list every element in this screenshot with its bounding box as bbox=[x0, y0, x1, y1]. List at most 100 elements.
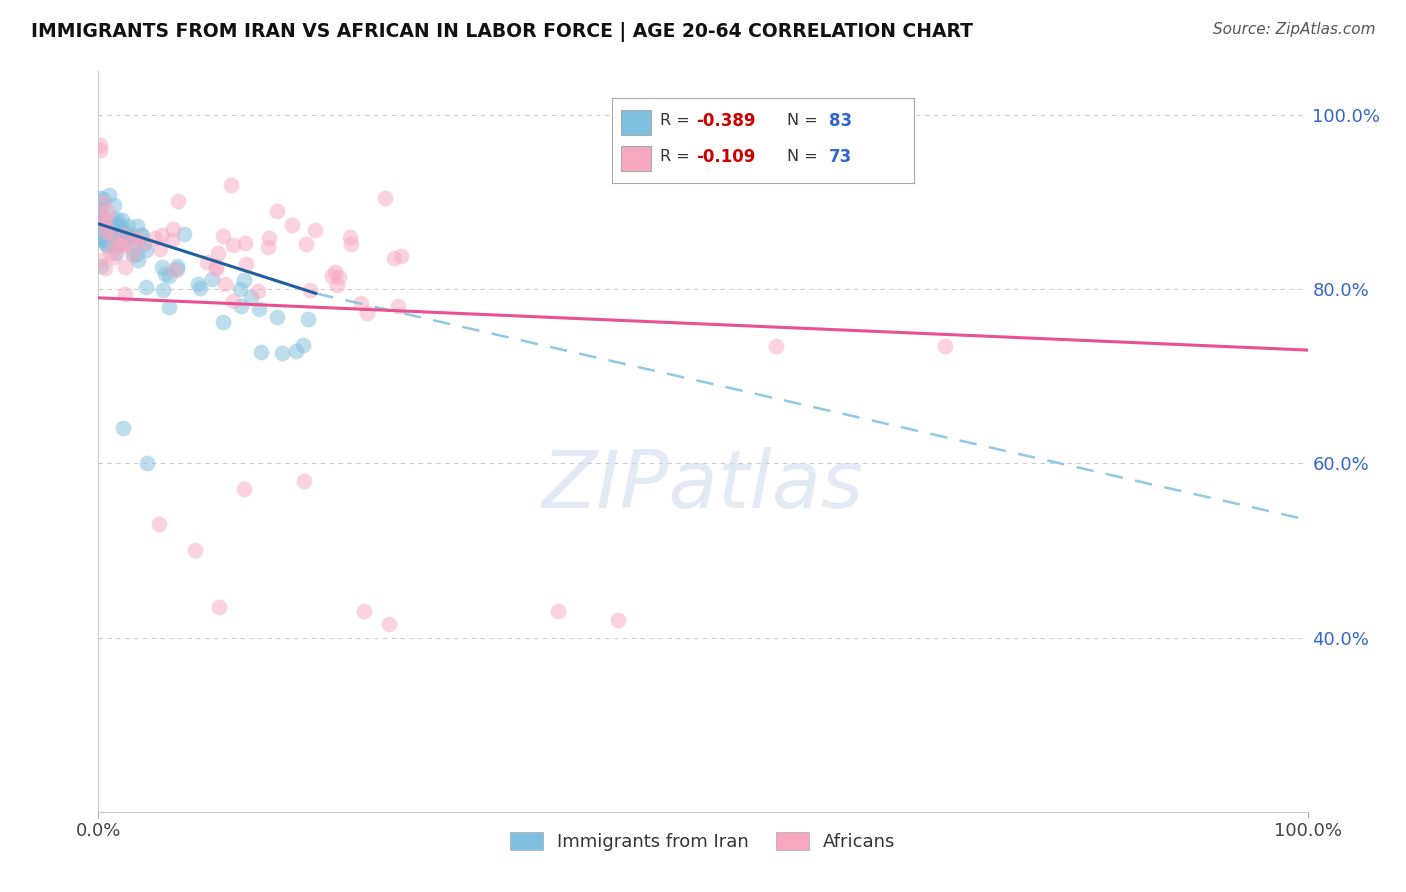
Legend: Immigrants from Iran, Africans: Immigrants from Iran, Africans bbox=[503, 825, 903, 858]
Point bbox=[100, 216, 122, 230]
Point bbox=[155, 268, 177, 282]
Point bbox=[356, 306, 378, 320]
Point bbox=[110, 239, 132, 253]
Point bbox=[91, 208, 114, 222]
Point bbox=[122, 248, 145, 262]
Point bbox=[100, 223, 122, 237]
Point bbox=[205, 259, 228, 273]
Point bbox=[115, 229, 138, 244]
Point bbox=[114, 237, 136, 252]
Point bbox=[98, 188, 121, 202]
Point bbox=[247, 301, 270, 316]
Point bbox=[165, 263, 187, 277]
Point bbox=[131, 227, 153, 242]
Point bbox=[103, 198, 125, 212]
Point bbox=[114, 260, 136, 274]
Point bbox=[98, 220, 121, 235]
Point bbox=[89, 231, 111, 245]
Point bbox=[125, 231, 148, 245]
Point bbox=[284, 344, 307, 359]
Point bbox=[94, 238, 117, 252]
Point bbox=[104, 227, 127, 241]
Point bbox=[157, 268, 180, 283]
Point bbox=[89, 252, 111, 267]
Point bbox=[105, 238, 128, 252]
Point bbox=[94, 220, 117, 235]
Point bbox=[90, 259, 112, 273]
Point bbox=[89, 191, 111, 205]
Point bbox=[105, 211, 128, 226]
Point bbox=[321, 268, 343, 283]
Point bbox=[89, 229, 111, 244]
Point bbox=[149, 242, 172, 256]
Point bbox=[105, 221, 128, 235]
Point bbox=[233, 236, 256, 251]
Point bbox=[547, 604, 569, 618]
Text: R =: R = bbox=[659, 149, 695, 164]
Point bbox=[162, 222, 184, 236]
Point bbox=[166, 259, 188, 273]
Point bbox=[89, 138, 111, 153]
Point bbox=[110, 219, 132, 234]
Text: -0.389: -0.389 bbox=[696, 112, 756, 130]
Point bbox=[328, 269, 350, 284]
Point bbox=[111, 225, 134, 239]
Point bbox=[89, 223, 111, 237]
Point bbox=[266, 310, 288, 324]
Point bbox=[157, 300, 180, 314]
Point bbox=[387, 300, 409, 314]
Point bbox=[166, 261, 188, 276]
Point bbox=[162, 233, 184, 247]
Point bbox=[232, 273, 254, 287]
Point bbox=[131, 228, 153, 243]
Point bbox=[96, 225, 118, 239]
Point bbox=[249, 345, 271, 359]
Point bbox=[104, 245, 127, 260]
Point bbox=[114, 286, 136, 301]
Point bbox=[101, 212, 124, 227]
Text: N =: N = bbox=[787, 149, 823, 164]
Point bbox=[89, 214, 111, 228]
Point bbox=[150, 227, 173, 242]
Point bbox=[97, 239, 120, 253]
Point bbox=[111, 224, 134, 238]
Point bbox=[89, 202, 111, 216]
Point bbox=[292, 338, 315, 352]
Point bbox=[374, 191, 396, 205]
Point bbox=[229, 299, 252, 313]
Point bbox=[148, 517, 170, 532]
Point bbox=[103, 234, 125, 248]
Point bbox=[222, 294, 245, 309]
Point bbox=[339, 230, 361, 244]
Point bbox=[98, 245, 121, 260]
Point bbox=[382, 251, 405, 265]
Point bbox=[389, 249, 412, 263]
Point bbox=[150, 260, 173, 275]
Point bbox=[93, 214, 115, 228]
Point bbox=[377, 617, 399, 632]
Point bbox=[93, 260, 115, 275]
Point bbox=[135, 456, 157, 470]
Point bbox=[111, 212, 134, 227]
Point bbox=[266, 203, 288, 218]
Point bbox=[90, 218, 112, 232]
Point bbox=[94, 212, 117, 227]
Point bbox=[132, 236, 155, 251]
Point bbox=[934, 339, 956, 353]
Point bbox=[121, 239, 143, 253]
Text: ZIPatlas: ZIPatlas bbox=[541, 447, 865, 525]
Point bbox=[187, 277, 209, 292]
Point bbox=[98, 223, 121, 237]
Point bbox=[94, 222, 117, 236]
Point bbox=[167, 194, 190, 208]
Point bbox=[325, 277, 347, 292]
Point bbox=[214, 277, 236, 292]
Bar bbox=[620, 145, 651, 171]
Text: 73: 73 bbox=[830, 147, 852, 166]
Point bbox=[304, 222, 326, 236]
Point bbox=[607, 613, 630, 627]
Point bbox=[353, 604, 375, 618]
Point bbox=[135, 280, 157, 294]
Point bbox=[143, 231, 166, 245]
Point bbox=[211, 315, 233, 329]
